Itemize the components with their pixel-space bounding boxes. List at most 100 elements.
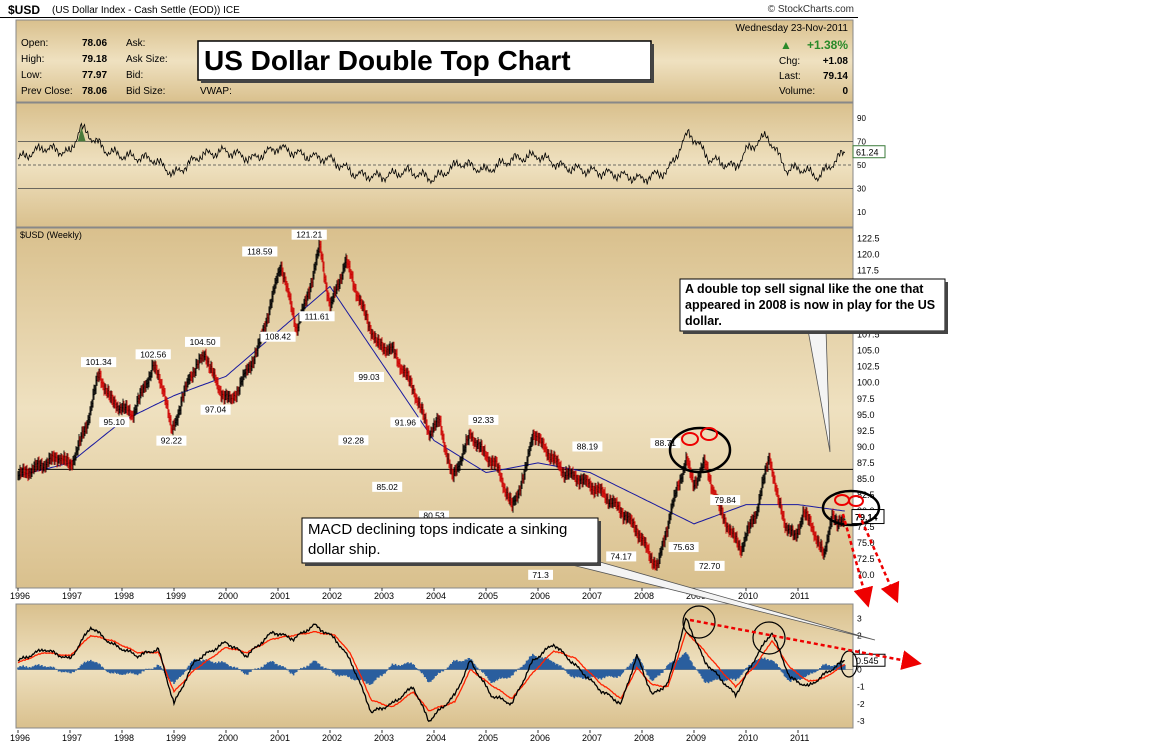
- price-data-label: 111.61: [305, 311, 330, 321]
- last-value: 79.14: [823, 71, 848, 82]
- macd-x-tick-label: 1999: [166, 733, 186, 743]
- volume-label: Volume:: [779, 86, 815, 97]
- rsi-layer: 90 70 50 30 10 61.24: [17, 114, 886, 217]
- rsi-overbought-fill: [77, 127, 86, 142]
- price-label-bg: [606, 551, 637, 562]
- price-label-bg: [200, 404, 231, 415]
- price-layer: 122.5120.0117.5115.0112.5110.0107.5105.0…: [17, 229, 885, 580]
- price-data-label: 104.50: [190, 337, 216, 347]
- macd-x-tick-label: 1996: [10, 733, 30, 743]
- pct-change: +1.38%: [807, 38, 848, 52]
- macd-tick-label: -2: [857, 699, 865, 709]
- price-x-tick-label: 2003: [374, 591, 394, 601]
- symbol-description: (US Dollar Index - Cash Settle (EOD)) IC…: [52, 5, 240, 16]
- high-label: High:: [21, 54, 44, 65]
- rsi-value-box: [852, 145, 886, 159]
- double-top-note: A double top sell signal like the one th…: [685, 282, 936, 328]
- chart-header: $USD (US Dollar Index - Cash Settle (EOD…: [0, 0, 858, 18]
- price-tick-label: 90.0: [857, 442, 875, 452]
- quote-block: Open: 78.06 Ask: High: 79.18 Ask Size: L…: [21, 23, 848, 97]
- price-label-bg: [185, 336, 221, 347]
- title-box: US Dollar Double Top Chart: [197, 40, 654, 83]
- price-data-label: 92.28: [343, 435, 365, 445]
- price-data-label: 121.21: [296, 230, 322, 240]
- price-x-tick-label: 1997: [62, 591, 82, 601]
- macd-x-tick-label: 1997: [62, 733, 82, 743]
- price-x-tick-label: 1998: [114, 591, 134, 601]
- macd-tick-label: -3: [857, 716, 865, 726]
- price-tick-label: 87.5: [857, 458, 875, 468]
- ask-label: Ask:: [126, 38, 145, 49]
- macd-x-tick-label: 2008: [634, 733, 654, 743]
- price-data-label: 72.70: [699, 561, 721, 571]
- macd-tick-label: 3: [857, 613, 862, 623]
- price-tick-label: 102.5: [857, 362, 880, 372]
- high-value: 79.18: [82, 54, 107, 65]
- price-data-label: 75.63: [673, 542, 695, 552]
- price-x-tick-label: 2002: [322, 591, 342, 601]
- macd-line: [17, 617, 845, 723]
- price-label-bg: [338, 435, 369, 446]
- bid-label: Bid:: [126, 70, 143, 81]
- quote-date: Wednesday 23-Nov-2011: [736, 23, 849, 34]
- last-label: Last:: [779, 71, 801, 82]
- price-data-label: 88.19: [577, 441, 599, 451]
- macd-tick-label: 1: [857, 647, 862, 657]
- macd-x-tick-label: 2006: [530, 733, 550, 743]
- price-label-bg: [468, 414, 499, 425]
- price-data-label: 97.04: [205, 405, 227, 415]
- macd-x-tick-label: 2002: [322, 733, 342, 743]
- low-label: Low:: [21, 70, 42, 81]
- price-data-label: 85.02: [377, 482, 399, 492]
- price-x-tick-label: 2001: [270, 591, 290, 601]
- price-data-label: 102.56: [140, 349, 166, 359]
- macd-tick-label: -1: [857, 682, 865, 692]
- macd-note: MACD declining tops indicate a sinking d…: [308, 521, 568, 558]
- last-price-box: [851, 509, 885, 525]
- vwap-label: VWAP:: [200, 86, 232, 97]
- open-label: Open:: [21, 38, 48, 49]
- macd-current-value: 0.545: [856, 656, 879, 666]
- double-top-2008-circle: [668, 426, 732, 474]
- price-tick-label: 82.5: [857, 490, 875, 500]
- price-label-bg: [99, 417, 130, 428]
- macd-callout: MACD declining tops indicate a sinking d…: [301, 517, 876, 641]
- macd-x-tick-label: 2000: [218, 733, 238, 743]
- price-x-tick-label: 2004: [426, 591, 446, 601]
- price-data-label: 71.3: [532, 570, 549, 580]
- bid-size-label: Bid Size:: [126, 86, 165, 97]
- price-label-bg: [572, 441, 603, 452]
- sell-signal-arrows: [689, 513, 922, 670]
- price-data-label: 80.53: [423, 511, 445, 521]
- macd-x-tick-label: 2004: [426, 733, 446, 743]
- price-label-bg: [694, 560, 725, 571]
- price-tick-label: 120.0: [857, 249, 880, 259]
- macd-x-tick-label: 2011: [790, 733, 809, 743]
- price-label-bg: [419, 510, 449, 521]
- price-label-bg: [135, 349, 171, 360]
- price-data-label: 92.33: [473, 415, 495, 425]
- last-price-value: 79.14: [855, 513, 878, 523]
- price-tick-label: 95.0: [857, 410, 875, 420]
- price-data-label: 101.34: [86, 357, 112, 367]
- double-top-callout: A double top sell signal like the one th…: [679, 278, 948, 453]
- price-label-bg: [354, 371, 384, 382]
- price-label-bg: [668, 542, 699, 553]
- price-label-bg: [528, 569, 553, 580]
- price-data-label: 79.84: [715, 495, 737, 505]
- price-tick-label: 100.0: [857, 378, 880, 388]
- source-credit: © StockCharts.com: [767, 4, 854, 15]
- price-x-tick-label: 2008: [634, 591, 654, 601]
- price-tick-label: 75.0: [857, 538, 875, 548]
- price-data-label: 91.96: [395, 417, 417, 427]
- price-x-tick-label: 2007: [582, 591, 602, 601]
- symbol: $USD: [8, 3, 41, 17]
- price-label-bg: [710, 495, 741, 506]
- price-tick-label: 85.0: [857, 474, 875, 484]
- price-tick-label: 97.5: [857, 394, 875, 404]
- rsi-tick-label: 10: [857, 208, 866, 217]
- price-label-bg: [291, 229, 327, 240]
- macd-tick-label: 0: [857, 665, 862, 675]
- price-label-bg: [260, 331, 296, 342]
